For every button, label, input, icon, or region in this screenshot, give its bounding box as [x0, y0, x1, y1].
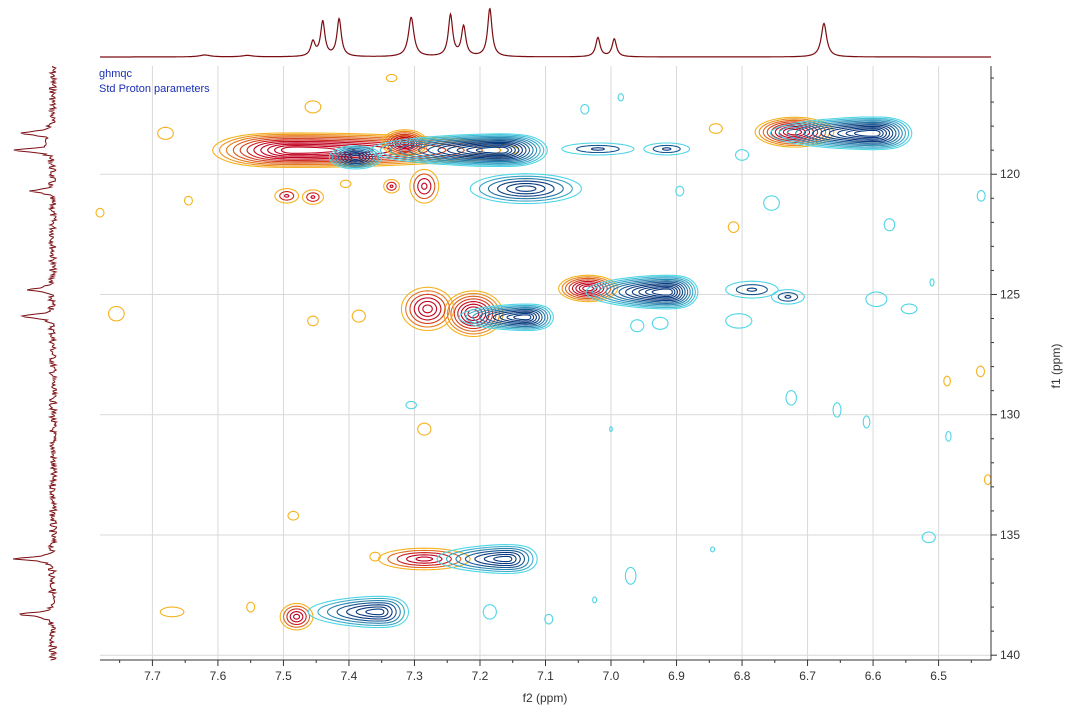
positive-cross-peak	[377, 547, 471, 571]
y-tick-label: 135	[1000, 528, 1020, 542]
negative-noise-contour	[832, 402, 842, 418]
positive-noise-contour	[157, 126, 174, 140]
negative-noise-contour	[405, 400, 417, 410]
positive-noise-contour	[417, 422, 432, 436]
positive-cross-peak	[279, 602, 314, 631]
negative-cross-peak	[725, 280, 779, 299]
positive-noise-contour	[304, 100, 322, 114]
negative-cross-peak	[561, 142, 635, 156]
x-tick-label: 6.8	[734, 669, 751, 683]
negative-noise-contour	[862, 415, 871, 429]
y-tick-label: 130	[1000, 408, 1020, 422]
negative-noise-contour	[675, 185, 685, 197]
negative-noise-contour	[482, 604, 497, 620]
negative-noise-contour	[710, 546, 716, 553]
x-tick-label: 6.9	[668, 669, 685, 683]
positive-cross-peak	[301, 189, 324, 205]
negative-cross-peak	[585, 274, 699, 310]
negative-noise-contour	[976, 190, 986, 202]
positive-noise-contour	[369, 551, 381, 562]
positive-noise-contour	[95, 207, 105, 218]
negative-cross-peak	[369, 133, 548, 168]
y-axis-title: f1 (ppm)	[1049, 344, 1063, 389]
positive-noise-contour	[351, 309, 366, 323]
positive-cross-peak	[383, 178, 400, 194]
x-tick-label: 7.7	[144, 669, 161, 683]
negative-noise-contour	[630, 319, 645, 333]
negative-cross-peak	[769, 116, 913, 151]
negative-noise-contour	[785, 390, 797, 406]
positive-noise-contour	[107, 305, 125, 322]
negative-noise-contour	[624, 566, 637, 585]
negative-noise-contour	[592, 596, 598, 604]
negative-cross-peak	[328, 145, 383, 170]
x-tick-label: 7.3	[406, 669, 423, 683]
positive-noise-contour	[708, 123, 723, 134]
negative-noise-contour	[617, 93, 625, 102]
f2-projection-trace	[100, 7, 991, 58]
negative-cross-peak	[643, 142, 691, 156]
negative-cross-peak	[458, 303, 554, 332]
f1-projection	[13, 65, 59, 661]
negative-noise-contour	[763, 195, 780, 211]
negative-noise-contour	[651, 316, 669, 330]
positive-cross-peak	[274, 188, 300, 204]
negative-noise-contour	[609, 426, 613, 433]
x-tick-label: 6.5	[930, 669, 947, 683]
negative-noise-contour	[865, 291, 888, 308]
parameter-set-label: Std Proton parameters	[99, 83, 210, 95]
f2-projection	[100, 7, 991, 58]
negative-noise-contour	[580, 103, 590, 115]
y-tick-label: 120	[1000, 167, 1020, 181]
negative-cross-peak	[469, 173, 583, 205]
negative-noise-contour	[921, 531, 936, 544]
positive-noise-contour	[339, 179, 352, 188]
x-axis-title: f2 (ppm)	[523, 691, 568, 705]
x-tick-label: 6.6	[865, 669, 882, 683]
positive-noise-contour	[727, 221, 740, 233]
axes: 7.7 7.6 7.5 7.4 7.3 7.2 7.1 7.0 6.9 6.8 6.7 6.6 6.5 1…	[100, 66, 1063, 705]
x-tick-label: 7.1	[537, 669, 554, 683]
negative-cross-peak	[307, 595, 410, 629]
positive-cross-peak	[409, 168, 440, 204]
negative-cross-peak	[770, 289, 805, 305]
negative-noise-contour	[883, 218, 896, 232]
positive-noise-contour	[307, 315, 319, 327]
negative-noise-contour	[734, 149, 750, 161]
positive-cross-peak	[400, 286, 455, 332]
x-tick-label: 7.0	[603, 669, 620, 683]
negative-noise-contour	[929, 278, 935, 287]
positive-noise-contour	[183, 195, 193, 206]
positive-noise-contour	[287, 510, 300, 521]
negative-noise-contour	[900, 303, 918, 315]
x-tick-label: 7.2	[472, 669, 489, 683]
negative-noise-contour	[725, 313, 753, 329]
positive-noise-contour	[983, 474, 992, 485]
negative-cross-peak	[436, 544, 538, 574]
y-tick-label: 140	[1000, 648, 1020, 662]
positive-noise-contour	[976, 365, 985, 378]
positive-noise-contour	[385, 73, 398, 83]
positive-noise-contour	[246, 601, 256, 613]
contour-layer	[95, 73, 992, 631]
negative-noise-contour	[544, 613, 554, 625]
x-tick-label: 6.7	[799, 669, 816, 683]
f1-projection-trace	[13, 65, 59, 661]
x-tick-label: 7.6	[210, 669, 227, 683]
x-tick-label: 7.5	[275, 669, 292, 683]
x-tick-label: 7.4	[341, 669, 358, 683]
negative-noise-contour	[945, 430, 952, 442]
positive-noise-contour	[943, 375, 951, 387]
positive-noise-contour	[159, 606, 185, 618]
experiment-label: ghmqc	[99, 68, 133, 80]
y-tick-label: 125	[1000, 287, 1020, 301]
